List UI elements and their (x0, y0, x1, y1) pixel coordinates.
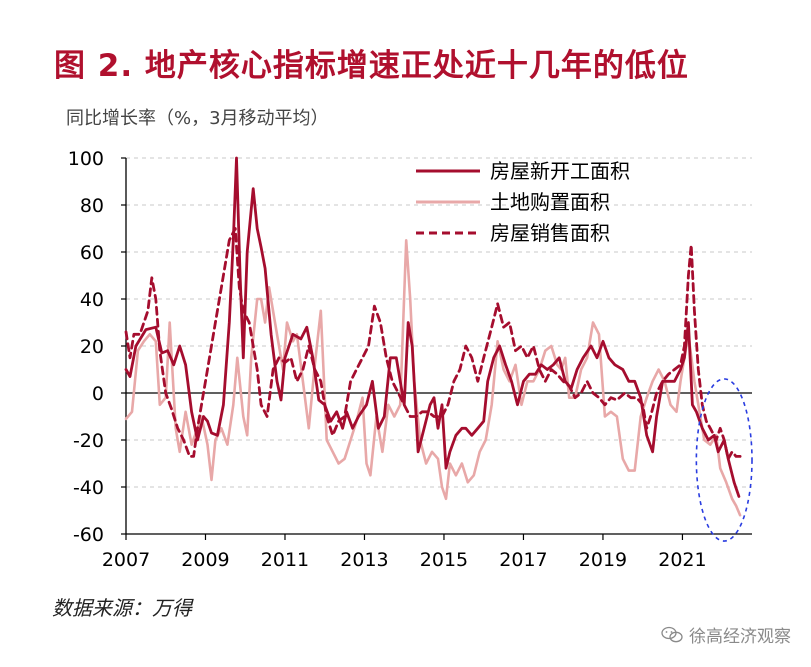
y-axis-ticks: 100 80 60 40 20 0 -20 -40 -60 (68, 148, 104, 546)
wechat-icon (661, 626, 683, 642)
x-tick-label: 2019 (579, 549, 627, 571)
unit-label: 同比增长率（%，3月移动平均） (66, 108, 329, 129)
watermark-text: 徐高经济观察 (689, 627, 791, 647)
y-tick-label: 0 (92, 383, 104, 405)
series-line-land-purchase (124, 239, 742, 517)
y-tick-label: -20 (73, 430, 104, 452)
x-tick-label: 2011 (261, 549, 309, 571)
y-tick-label: 80 (80, 195, 104, 217)
axes (121, 157, 752, 540)
legend-label: 土地购置面积 (490, 190, 610, 214)
figure-title: 图 2. 地产核心指标增速正处近十几年的低位 (54, 48, 689, 84)
legend-label: 房屋销售面积 (490, 221, 610, 245)
y-tick-label: -60 (73, 524, 104, 546)
y-tick-label: 20 (80, 336, 104, 358)
annotations (695, 378, 753, 542)
x-tick-label: 2015 (420, 549, 468, 571)
x-tick-label: 2007 (102, 549, 150, 571)
series-line-new-starts (124, 156, 741, 498)
gridlines (126, 157, 752, 535)
y-tick-label: -40 (73, 477, 104, 499)
series-line-sales (124, 227, 742, 461)
y-tick-label: 40 (80, 289, 104, 311)
x-tick-label: 2013 (340, 549, 388, 571)
x-axis-ticks: 2007 2009 2011 2013 2015 2017 2019 2021 (102, 549, 707, 571)
y-tick-label: 100 (68, 148, 104, 170)
y-tick-label: 60 (80, 242, 104, 264)
x-tick-label: 2017 (499, 549, 547, 571)
data-source: 数据来源：万得 (52, 596, 192, 620)
highlight-ellipse (695, 378, 753, 542)
series-lines (124, 156, 742, 517)
watermark: 徐高经济观察 (661, 622, 791, 647)
x-tick-label: 2021 (658, 549, 706, 571)
x-tick-label: 2009 (181, 549, 229, 571)
legend-label: 房屋新开工面积 (490, 159, 630, 183)
